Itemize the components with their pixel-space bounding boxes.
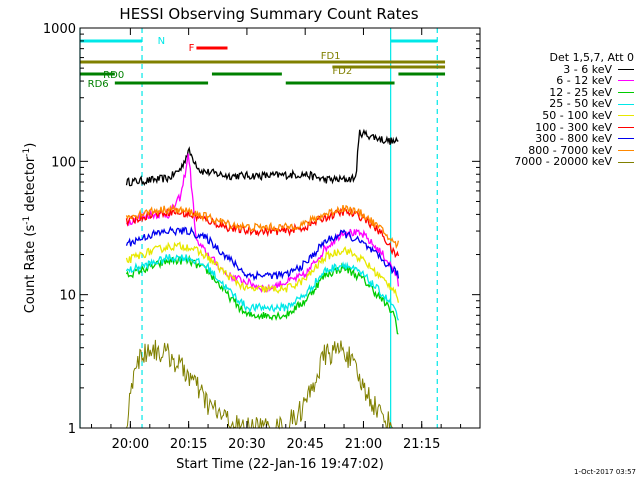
legend-header-text: Det 1,5,7, Att 0	[549, 51, 634, 64]
legend-item-8: 7000 - 20000 keV	[478, 156, 634, 168]
legend-label-2: 12 - 25 keV	[549, 85, 612, 99]
flag-label-fd2: FD2	[332, 66, 352, 77]
legend-label-6: 300 - 800 keV	[535, 132, 612, 146]
chart-legend: Det 1,5,7, Att 0 3 - 6 keV 6 - 12 keV 12 -…	[478, 52, 634, 168]
y-tick-label-2: 100	[51, 155, 76, 170]
series-line-8	[126, 339, 395, 430]
series-line-0	[125, 128, 399, 187]
y-tick-label-3: 1000	[43, 22, 76, 37]
x-tick-label-2: 20:30	[228, 437, 265, 452]
chart-title: HESSI Observing Summary Count Rates	[119, 5, 418, 23]
x-tick-label-3: 20:45	[286, 437, 323, 452]
legend-label-7: 800 - 7000 keV	[528, 143, 612, 157]
legend-swatch-5	[618, 126, 634, 128]
legend-item-0: 3 - 6 keV	[478, 62, 634, 76]
legend-label-5: 100 - 300 keV	[535, 120, 612, 134]
x-axis-label: Start Time (22-Jan-16 19:47:02)	[176, 457, 384, 472]
legend-item-1: 6 - 12 keV	[478, 75, 634, 87]
flag-label-n: N	[158, 36, 165, 47]
legend-swatch-4	[618, 115, 634, 117]
flag-label-f: F	[189, 43, 195, 54]
flag-label-rd6: RD6	[88, 79, 109, 90]
series-line-6	[125, 225, 400, 282]
x-tick-label-4: 21:00	[345, 437, 382, 452]
flag-label-fd1: FD1	[321, 51, 341, 62]
legend-item-6: 300 - 800 keV	[478, 133, 634, 145]
series-line-3	[125, 254, 399, 321]
y-tick-label-1: 10	[59, 289, 76, 304]
legend-swatch-8	[618, 161, 634, 163]
legend-item-5: 100 - 300 keV	[478, 120, 634, 134]
legend-item-2: 12 - 25 keV	[478, 87, 634, 99]
series-line-1	[126, 153, 400, 294]
flag-label-rd0: RD0	[103, 70, 124, 81]
legend-item-4: 50 - 100 keV	[478, 110, 634, 122]
legend-swatch-0	[618, 68, 634, 70]
legend-label-1: 6 - 12 keV	[556, 74, 612, 88]
series-line-7	[125, 203, 400, 250]
legend-swatch-7	[618, 150, 634, 152]
series-line-4	[125, 241, 400, 303]
legend-item-7: 800 - 7000 keV	[478, 145, 634, 157]
legend-label-0: 3 - 6 keV	[563, 62, 612, 76]
x-tick-label-5: 21:15	[403, 437, 440, 452]
legend-item-3: 25 - 50 keV	[478, 98, 634, 110]
footer-timestamp: 1-Oct-2017 03:57	[573, 468, 636, 476]
x-tick-label-1: 20:15	[170, 437, 207, 452]
legend-header: Det 1,5,7, Att 0	[478, 52, 634, 64]
plot-frame	[79, 27, 481, 429]
series-line-5	[125, 206, 400, 259]
x-tick-label-0: 20:00	[112, 437, 149, 452]
legend-label-4: 50 - 100 keV	[542, 108, 612, 122]
legend-label-3: 25 - 50 keV	[549, 97, 612, 111]
series-line-2	[125, 254, 399, 335]
legend-swatch-3	[618, 103, 634, 105]
legend-swatch-2	[618, 92, 634, 94]
legend-swatch-6	[618, 138, 634, 140]
legend-label-8: 7000 - 20000 keV	[514, 155, 612, 169]
y-axis-label: Count Rate (s-1 detector-1)	[22, 143, 38, 314]
legend-swatch-1	[618, 80, 634, 82]
y-tick-label-0: 1	[68, 422, 76, 437]
